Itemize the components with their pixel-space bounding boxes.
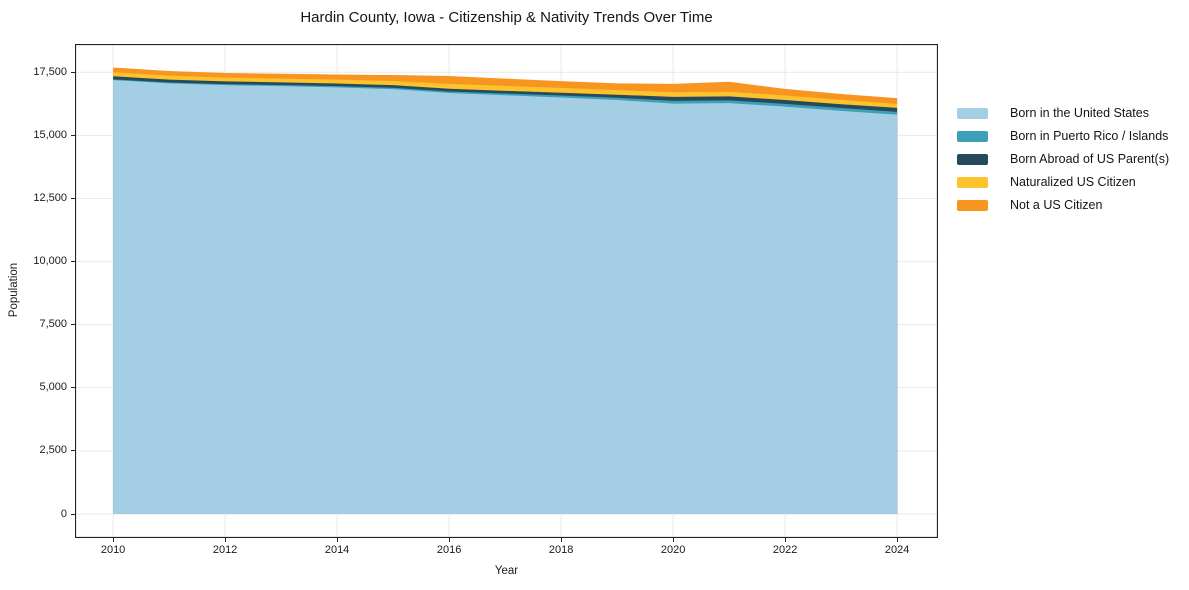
legend-item-3: Naturalized US Citizen: [957, 175, 1169, 190]
x-tick-label: 2016: [436, 544, 462, 556]
legend-label: Born in Puerto Rico / Islands: [1010, 129, 1169, 143]
plot-border: [75, 44, 938, 538]
y-tick-label: 5,000: [39, 381, 67, 394]
x-tick-mark: [896, 538, 898, 542]
y-tick-mark: [71, 324, 75, 326]
x-tick-mark: [224, 538, 226, 542]
y-tick-mark: [71, 261, 75, 263]
legend-swatch-icon: [957, 154, 988, 165]
x-tick-mark: [560, 538, 562, 542]
legend-swatch-icon: [957, 108, 988, 119]
legend-item-0: Born in the United States: [957, 106, 1169, 121]
y-tick-label: 0: [60, 507, 67, 520]
x-tick-label: 2022: [772, 544, 798, 556]
legend-item-1: Born in Puerto Rico / Islands: [957, 129, 1169, 144]
stacked-area-chart: [75, 44, 938, 538]
legend-swatch-icon: [957, 200, 988, 211]
legend: Born in the United States Born in Puerto …: [957, 106, 1169, 221]
legend-item-4: Not a US Citizen: [957, 198, 1169, 213]
y-tick-label: 12,500: [33, 191, 67, 204]
legend-label: Not a US Citizen: [1010, 198, 1103, 212]
y-tick-label: 7,500: [39, 318, 67, 331]
x-tick-label: 2014: [324, 544, 350, 556]
legend-label: Naturalized US Citizen: [1010, 175, 1136, 189]
legend-label: Born Abroad of US Parent(s): [1010, 152, 1170, 166]
y-tick-label: 2,500: [39, 444, 67, 457]
legend-swatch-icon: [957, 131, 988, 142]
x-axis-label: Year: [494, 565, 519, 577]
y-tick-mark: [71, 513, 75, 515]
x-tick-mark: [112, 538, 114, 542]
x-tick-label: 2018: [548, 544, 574, 556]
x-tick-label: 2024: [884, 544, 910, 556]
x-tick-label: 2010: [100, 544, 126, 556]
y-tick-label: 10,000: [33, 255, 67, 268]
y-tick-mark: [71, 71, 75, 73]
x-tick-mark: [336, 538, 338, 542]
x-tick-mark: [448, 538, 450, 542]
y-tick-mark: [71, 450, 75, 452]
y-tick-mark: [71, 387, 75, 389]
area-series-0: [113, 80, 898, 515]
legend-label: Born in the United States: [1010, 106, 1149, 120]
y-tick-mark: [71, 134, 75, 136]
x-tick-mark: [784, 538, 786, 542]
chart-title: Hardin County, Iowa - Citizenship & Nati…: [300, 9, 713, 26]
y-tick-label: 15,000: [33, 128, 67, 141]
x-tick-mark: [672, 538, 674, 542]
plot-area: [75, 44, 938, 538]
x-tick-label: 2012: [212, 544, 238, 556]
y-tick-mark: [71, 197, 75, 199]
y-axis-label: Population: [8, 262, 20, 318]
x-tick-label: 2020: [660, 544, 686, 556]
legend-item-2: Born Abroad of US Parent(s): [957, 152, 1169, 167]
legend-swatch-icon: [957, 177, 988, 188]
y-tick-label: 17,500: [33, 65, 67, 78]
